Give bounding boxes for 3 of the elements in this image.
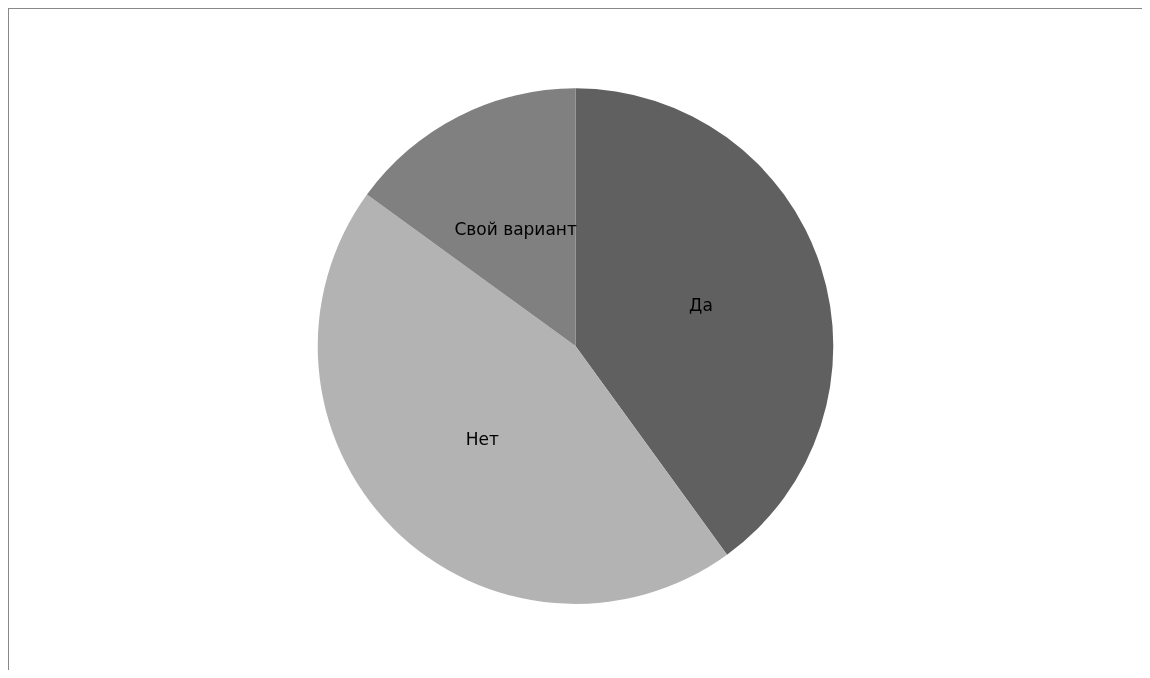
slice-label: Да [689, 295, 713, 316]
slice-label: Свой вариант [454, 218, 577, 239]
slice-label: Нет [465, 429, 499, 450]
